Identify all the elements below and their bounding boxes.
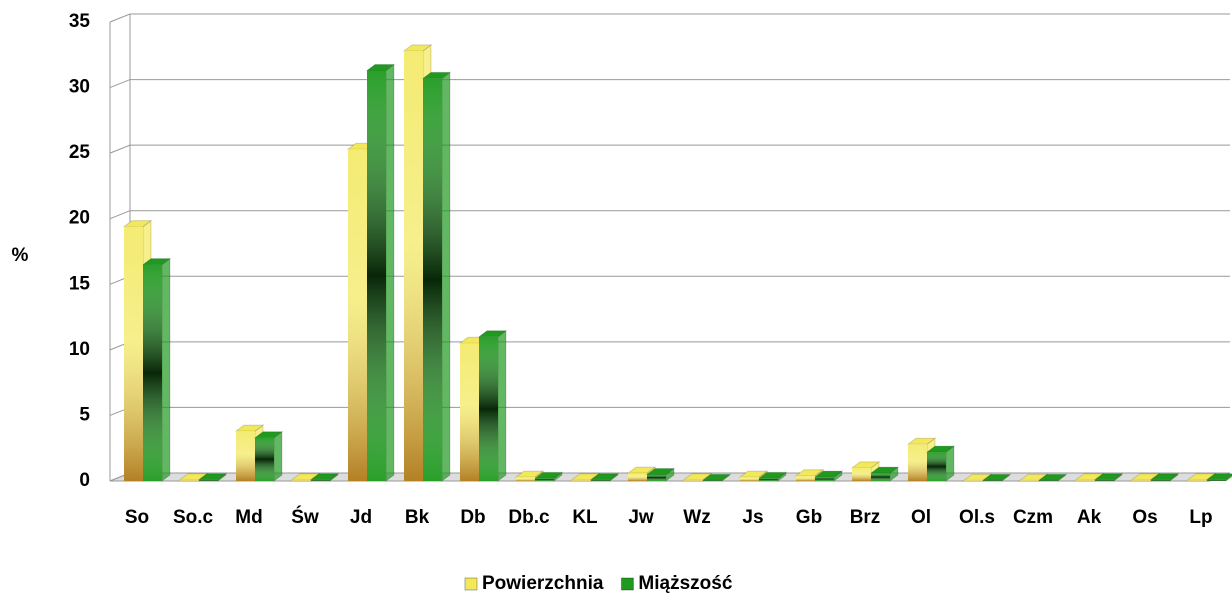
y-tick-label: 15 bbox=[69, 273, 91, 294]
x-tick-label: Wz bbox=[683, 507, 710, 528]
x-tick-label: Św bbox=[291, 506, 319, 528]
x-tick-label: Ak bbox=[1077, 507, 1102, 528]
bar-shade bbox=[1095, 479, 1114, 481]
bar-shade bbox=[1207, 479, 1226, 481]
bar-shade bbox=[815, 477, 834, 481]
y-tick-label: 25 bbox=[69, 142, 91, 163]
x-tick-label: Ol.s bbox=[959, 507, 995, 528]
y-tick-label: 35 bbox=[69, 11, 91, 32]
x-tick-label: Db bbox=[460, 507, 485, 528]
x-tick-label: Lp bbox=[1189, 507, 1212, 528]
y-tick-label: 5 bbox=[79, 404, 90, 425]
x-tick-label: So.c bbox=[173, 507, 214, 528]
bar-shade bbox=[927, 452, 946, 481]
bar-shade bbox=[535, 478, 554, 481]
x-tick-label: Jw bbox=[628, 507, 654, 528]
x-tick-label: Czm bbox=[1013, 507, 1053, 528]
bar-side bbox=[497, 329, 507, 482]
bar-shade bbox=[1039, 480, 1058, 481]
bar-shade bbox=[143, 264, 162, 481]
bar-shade bbox=[759, 478, 778, 481]
bar-shade bbox=[311, 479, 330, 481]
bar-shade bbox=[908, 444, 927, 481]
bar-shade bbox=[703, 480, 722, 481]
bar-shade bbox=[628, 473, 647, 481]
bar-shade bbox=[964, 480, 983, 481]
bar-shade bbox=[871, 473, 890, 481]
y-tick-label: 30 bbox=[69, 77, 90, 98]
bar-shade bbox=[516, 477, 535, 481]
bar-shade bbox=[292, 479, 311, 481]
bar-shade bbox=[1151, 479, 1170, 481]
x-tick-label: So bbox=[125, 507, 149, 528]
bar-shade bbox=[199, 479, 218, 481]
x-tick-label: Gb bbox=[796, 507, 822, 528]
bar-shade bbox=[423, 78, 442, 482]
bar-shade bbox=[796, 475, 815, 481]
bar-shade bbox=[852, 467, 871, 481]
bar-shade bbox=[236, 431, 255, 481]
bar-shade bbox=[479, 336, 498, 481]
grid-line bbox=[109, 79, 131, 89]
x-tick-label: Js bbox=[742, 507, 763, 528]
y-axis-label: % bbox=[12, 245, 29, 266]
bar-shade bbox=[1020, 480, 1039, 481]
bar-shade bbox=[647, 474, 666, 481]
bar-side bbox=[273, 430, 283, 482]
y-tick-label: 10 bbox=[69, 339, 90, 360]
bar-shade bbox=[180, 479, 199, 481]
y-tick-label: 20 bbox=[69, 208, 90, 229]
bar-shade bbox=[983, 480, 1002, 481]
bar-shade bbox=[1076, 479, 1095, 481]
grid-line bbox=[109, 210, 131, 220]
bar-side bbox=[441, 71, 451, 482]
bar-side bbox=[161, 257, 171, 482]
x-tick-label: KL bbox=[572, 507, 598, 528]
bar-shade bbox=[460, 343, 479, 481]
bar-shade bbox=[684, 479, 703, 481]
bar-shade bbox=[124, 226, 143, 481]
bar-shade bbox=[404, 50, 423, 481]
legend-swatch bbox=[464, 577, 478, 591]
x-tick-label: Os bbox=[1132, 507, 1157, 528]
bar-shade bbox=[348, 149, 367, 482]
bar-side bbox=[385, 63, 395, 482]
legend-swatch bbox=[620, 577, 634, 591]
bar-shade bbox=[572, 479, 591, 481]
x-tick-label: Bk bbox=[405, 507, 430, 528]
bar-shade bbox=[367, 70, 386, 481]
grid-line bbox=[109, 144, 131, 154]
legend-label: Powierzchnia bbox=[482, 573, 604, 594]
bar-shade bbox=[591, 479, 610, 481]
x-tick-label: Db.c bbox=[508, 507, 550, 528]
x-tick-label: Brz bbox=[850, 507, 881, 528]
legend-label: Miąższość bbox=[638, 573, 732, 594]
y-tick-label: 0 bbox=[79, 470, 90, 491]
grid-line bbox=[109, 13, 131, 23]
x-tick-label: Md bbox=[235, 507, 262, 528]
bar-shade bbox=[255, 437, 274, 481]
x-tick-label: Ol bbox=[911, 507, 931, 528]
bar-shade bbox=[1188, 479, 1207, 481]
bar-shade bbox=[1132, 479, 1151, 481]
x-tick-label: Jd bbox=[350, 507, 372, 528]
bar-shade bbox=[740, 477, 759, 481]
